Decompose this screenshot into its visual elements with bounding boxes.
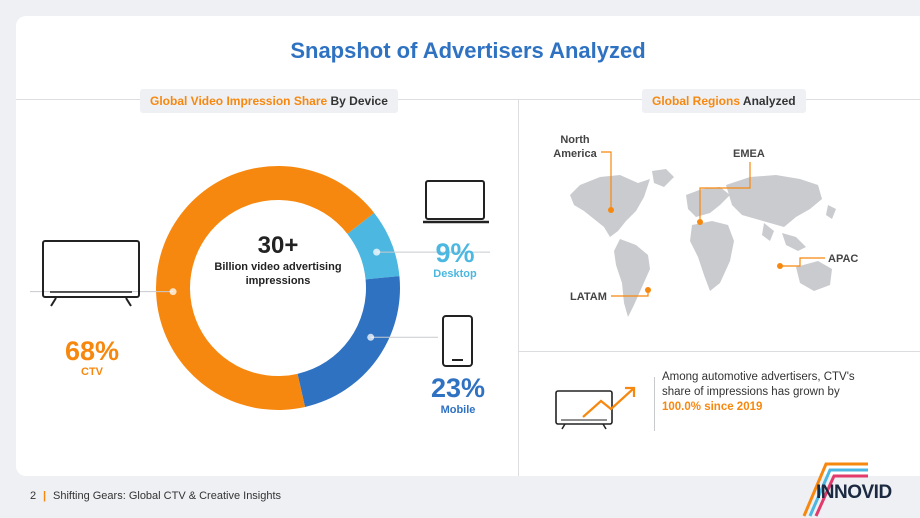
regions-label: Global Regions Analyzed <box>642 89 806 113</box>
innovid-logo: INNOVID <box>816 482 892 503</box>
laptop-icon <box>423 180 489 224</box>
tv-icon <box>42 240 140 307</box>
leader-dot-ctv <box>169 288 177 296</box>
insight-divider <box>654 377 655 431</box>
device-share-label-highlight: Global Video Impression Share <box>150 94 328 108</box>
world-map <box>570 169 836 317</box>
donut-slice-mobile <box>297 276 401 407</box>
footer-separator: | <box>43 490 47 502</box>
logo-stripes <box>802 462 868 517</box>
regions-label-rest: Analyzed <box>740 94 796 108</box>
emea-marker <box>697 219 703 225</box>
leader-dot-mobile <box>367 333 375 341</box>
page-number: 2 <box>30 490 37 502</box>
device-share-label: Global Video Impression Share By Device <box>140 89 398 113</box>
divider-top <box>16 99 920 100</box>
footer-doc-title: Shifting Gears: Global CTV & Creative In… <box>53 490 282 502</box>
ctv-percent-label: 68% <box>64 336 120 366</box>
region-emea: EMEA <box>733 148 765 160</box>
mobile-category-label: Mobile <box>440 404 476 416</box>
donut-slice-ctv <box>155 165 375 410</box>
donut-slice-desktop <box>347 212 400 280</box>
mobile-percent-label: 23% <box>430 373 486 403</box>
page-title: Snapshot of Advertisers Analyzed <box>290 38 646 63</box>
device-share-label-rest: By Device <box>327 94 388 108</box>
latam-leader <box>611 290 649 297</box>
apac-marker <box>777 263 783 269</box>
region-latam: LATAM <box>570 291 607 303</box>
desktop-category-label: Desktop <box>433 268 477 280</box>
emea-leader <box>699 162 751 222</box>
desktop-percent-label: 9% <box>435 238 475 268</box>
divider-vertical <box>518 99 519 476</box>
regions-label-highlight: Global Regions <box>652 94 741 108</box>
leader-dot-desktop <box>373 248 381 256</box>
ctv-category-label: CTV <box>81 366 103 378</box>
center-number: 30+ <box>257 232 299 259</box>
region-north-america: North America <box>553 134 597 160</box>
tv-growth-icon <box>555 386 636 430</box>
north-america-leader <box>601 151 612 210</box>
divider-right-middle <box>519 351 920 352</box>
mobile-icon <box>442 315 473 367</box>
center-text: Billion video advertising impressions <box>214 261 342 287</box>
latam-marker <box>645 287 651 293</box>
insight-highlight: 100.0% since 2019 <box>662 401 763 413</box>
north-america-marker <box>608 207 614 213</box>
region-apac: APAC <box>828 253 859 265</box>
apac-leader <box>780 257 825 267</box>
insight-text-body: Among automotive advertisers, CTV's shar… <box>662 371 855 398</box>
insight-text: Among automotive advertisers, CTV's shar… <box>662 370 862 415</box>
